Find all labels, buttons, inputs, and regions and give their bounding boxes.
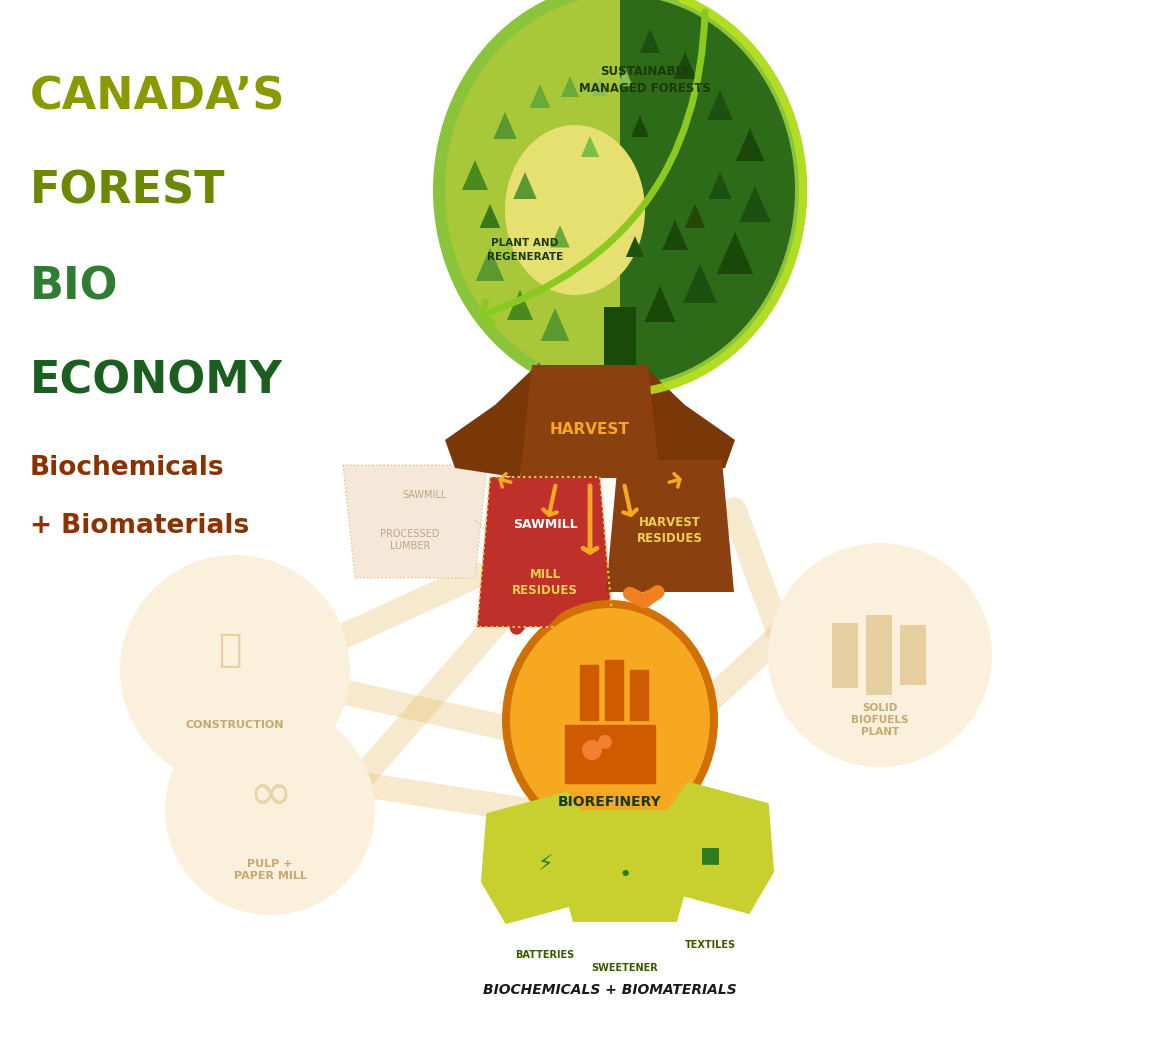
- Polygon shape: [683, 264, 717, 303]
- Polygon shape: [648, 781, 775, 914]
- Polygon shape: [481, 792, 606, 924]
- Text: Biochemicals: Biochemicals: [30, 455, 225, 480]
- Text: BATTERIES: BATTERIES: [515, 950, 574, 960]
- Ellipse shape: [768, 543, 992, 767]
- Polygon shape: [604, 307, 636, 395]
- Ellipse shape: [505, 125, 645, 295]
- Polygon shape: [445, 362, 541, 478]
- Polygon shape: [631, 116, 649, 137]
- Text: TEXTILES: TEXTILES: [684, 940, 736, 950]
- Text: •: •: [619, 865, 632, 885]
- Text: PULP +
PAPER MILL: PULP + PAPER MILL: [234, 859, 307, 881]
- Polygon shape: [519, 365, 660, 478]
- Ellipse shape: [510, 608, 710, 832]
- Ellipse shape: [165, 705, 376, 914]
- Text: ∞: ∞: [248, 769, 292, 821]
- Text: PROCESSED
LUMBER: PROCESSED LUMBER: [380, 529, 440, 551]
- Polygon shape: [514, 172, 537, 199]
- Bar: [900, 625, 925, 685]
- Polygon shape: [618, 68, 633, 86]
- Polygon shape: [494, 112, 517, 139]
- Ellipse shape: [502, 600, 718, 840]
- Text: + Biomaterials: + Biomaterials: [30, 513, 249, 539]
- Polygon shape: [477, 477, 613, 627]
- Text: ECONOMY: ECONOMY: [30, 360, 283, 403]
- Polygon shape: [541, 308, 570, 341]
- Polygon shape: [620, 0, 794, 385]
- Polygon shape: [640, 362, 735, 478]
- Polygon shape: [640, 29, 660, 53]
- Text: HARVEST
RESIDUES: HARVEST RESIDUES: [636, 515, 703, 545]
- Text: FOREST: FOREST: [30, 170, 226, 213]
- Bar: [832, 623, 858, 689]
- Text: BIOREFINERY: BIOREFINERY: [558, 795, 662, 809]
- Polygon shape: [580, 136, 599, 157]
- Text: CONSTRUCTION: CONSTRUCTION: [186, 720, 284, 730]
- Text: SUSTAINABLY
MANAGED FORESTS: SUSTAINABLY MANAGED FORESTS: [579, 65, 711, 95]
- Ellipse shape: [445, 0, 794, 385]
- Polygon shape: [480, 204, 501, 228]
- Text: ⛏: ⛏: [219, 631, 242, 670]
- Polygon shape: [662, 220, 688, 250]
- Polygon shape: [606, 460, 734, 592]
- Polygon shape: [707, 90, 732, 120]
- Text: BIO: BIO: [30, 265, 118, 308]
- Text: SWEETENER: SWEETENER: [592, 963, 659, 973]
- Bar: [866, 615, 892, 695]
- Polygon shape: [592, 78, 607, 96]
- Text: SOLID
BIOFUELS
PLANT: SOLID BIOFUELS PLANT: [852, 702, 909, 737]
- Text: BIOCHEMICALS + BIOMATERIALS: BIOCHEMICALS + BIOMATERIALS: [483, 983, 737, 997]
- Polygon shape: [462, 161, 488, 190]
- Polygon shape: [645, 286, 675, 322]
- Polygon shape: [550, 225, 570, 247]
- Polygon shape: [560, 76, 579, 97]
- Polygon shape: [708, 172, 731, 199]
- Polygon shape: [626, 235, 645, 257]
- Bar: [580, 665, 598, 720]
- Text: CANADA’S: CANADA’S: [30, 75, 285, 118]
- Text: MILL
RESIDUES: MILL RESIDUES: [512, 568, 578, 598]
- Polygon shape: [673, 52, 696, 79]
- Polygon shape: [736, 128, 764, 161]
- Text: SAWMILL: SAWMILL: [402, 490, 447, 499]
- Polygon shape: [476, 248, 504, 281]
- Polygon shape: [684, 204, 706, 228]
- Bar: [605, 660, 622, 720]
- Ellipse shape: [581, 740, 603, 760]
- Bar: [565, 725, 655, 782]
- Ellipse shape: [121, 555, 350, 785]
- Polygon shape: [343, 465, 487, 578]
- Polygon shape: [530, 84, 550, 108]
- Text: ■: ■: [700, 845, 721, 865]
- Bar: [629, 670, 648, 720]
- Polygon shape: [560, 810, 690, 922]
- Text: PLANT AND
REGENERATE: PLANT AND REGENERATE: [487, 239, 563, 262]
- Text: SAWMILL: SAWMILL: [512, 518, 577, 531]
- Polygon shape: [739, 186, 771, 222]
- Text: ⚡: ⚡: [537, 855, 552, 875]
- Text: HARVEST: HARVEST: [550, 422, 629, 437]
- Ellipse shape: [433, 0, 807, 397]
- Ellipse shape: [598, 735, 612, 749]
- Polygon shape: [507, 290, 534, 320]
- Polygon shape: [717, 232, 753, 274]
